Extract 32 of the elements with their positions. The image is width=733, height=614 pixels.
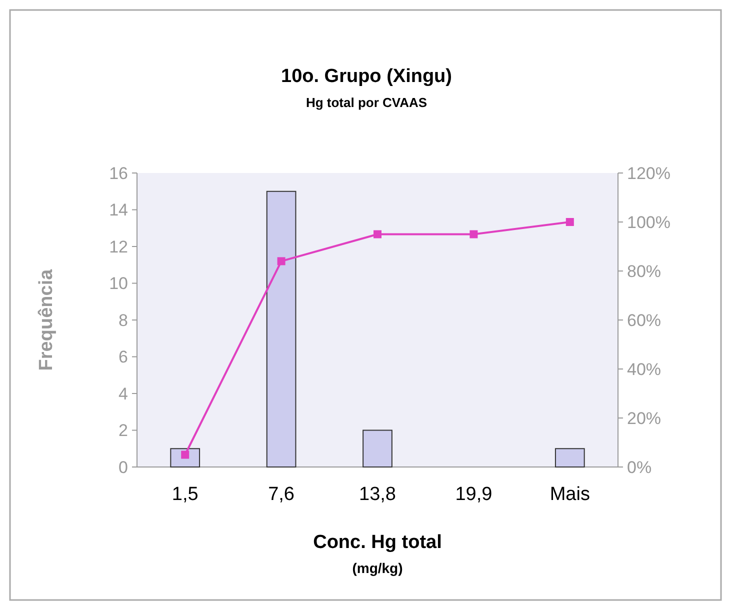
x-tick-label: 13,8 bbox=[359, 484, 396, 505]
y2-tick-label: 120% bbox=[627, 164, 670, 183]
point bbox=[374, 230, 382, 238]
x-tick-label: 7,6 bbox=[268, 484, 295, 505]
x-tick-label: 19,9 bbox=[455, 484, 492, 505]
y2-tick-label: 20% bbox=[627, 408, 662, 428]
chart-title: 10o. Grupo (Xingu) bbox=[281, 66, 452, 87]
y-tick-label: 16 bbox=[109, 164, 128, 183]
y-axis-title: Frequência bbox=[36, 268, 57, 371]
y-tick-label: 2 bbox=[118, 421, 128, 440]
y-tick-label: 14 bbox=[109, 200, 128, 220]
x-tick-label: 1,5 bbox=[172, 484, 198, 505]
bar bbox=[266, 190, 296, 468]
y-tick-label: 12 bbox=[109, 237, 128, 256]
y-tick-label: 0 bbox=[118, 458, 128, 477]
y2-tick-label: 80% bbox=[627, 262, 662, 281]
y2-tick-label: 100% bbox=[627, 212, 670, 232]
y-tick-label: 4 bbox=[118, 384, 128, 404]
y2-tick-label: 60% bbox=[627, 310, 662, 330]
y-tick-label: 8 bbox=[118, 310, 128, 330]
bar bbox=[362, 430, 392, 468]
point bbox=[277, 257, 286, 266]
y-tick-label: 10 bbox=[109, 274, 128, 294]
bar bbox=[554, 448, 585, 468]
point bbox=[566, 218, 574, 226]
y2-tick-label: 0% bbox=[627, 458, 652, 477]
y-tick-label: 6 bbox=[118, 348, 128, 367]
chart-subtitle: Hg total por CVAAS bbox=[306, 95, 428, 110]
x-axis-title: Conc. Hg total (mg/kg) bbox=[313, 532, 442, 576]
y2-tick-label: 40% bbox=[627, 360, 662, 379]
point bbox=[470, 230, 478, 238]
x-tick-label: Mais bbox=[550, 484, 590, 505]
